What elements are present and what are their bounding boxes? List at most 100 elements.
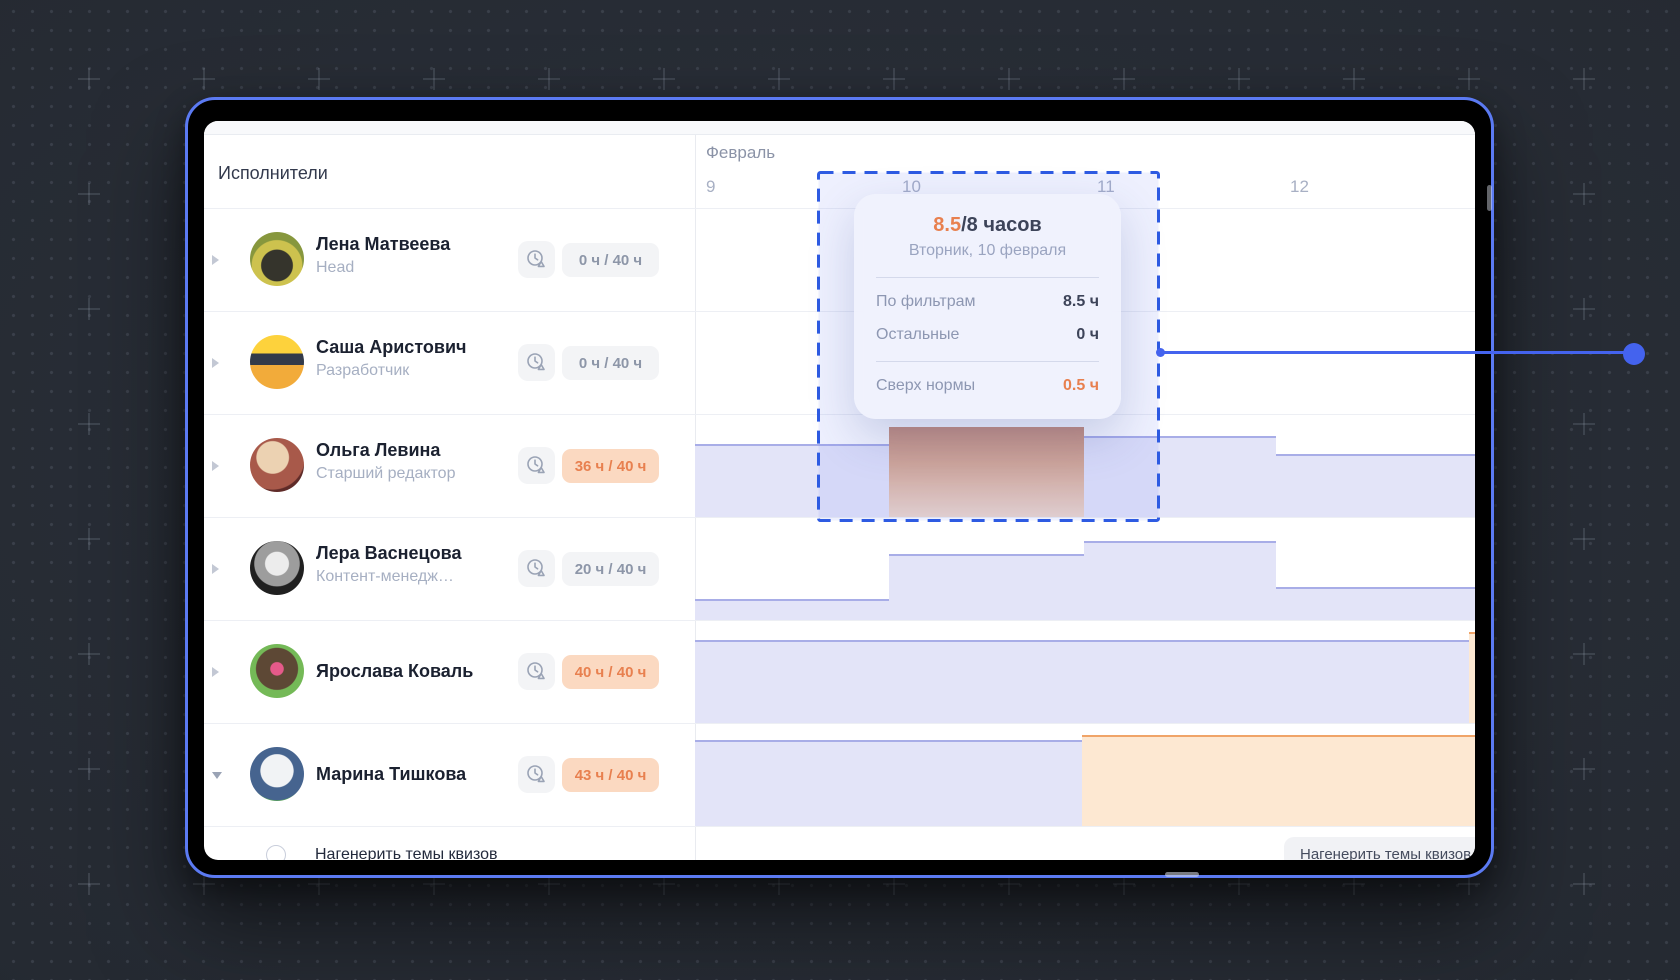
assignee-row-4[interactable]: Лера Васнецова Контент-менедж… 20 ч / 40 ч (204, 517, 695, 620)
tooltip-hours-title: 8.5/8 часов (876, 214, 1099, 237)
plus-mark (1113, 68, 1135, 90)
assignee-role: Старший редактор (316, 465, 456, 482)
avatar (250, 644, 304, 698)
chevron-right-icon[interactable] (212, 255, 219, 265)
timeline-month-label: Февраль (706, 143, 776, 162)
task-checkbox[interactable] (266, 845, 286, 860)
tooltip-date: Вторник, 10 февраля (908, 242, 1067, 259)
plus-mark (423, 68, 445, 90)
plus-mark (78, 758, 100, 780)
tooltip-others-label: Остальные (876, 326, 960, 343)
hours-badge: 36 ч / 40 ч (562, 449, 659, 483)
row-divider (204, 723, 1475, 724)
plus-mark (768, 68, 790, 90)
chevron-right-icon[interactable] (212, 461, 219, 471)
horizontal-scrollbar[interactable] (1165, 872, 1199, 877)
assignee-role: Head (316, 259, 355, 276)
workload-tooltip: 8.5/8 часов Вторник, 10 февраля По фильт… (854, 194, 1121, 419)
avatar (250, 747, 304, 801)
workload-bar-segment[interactable] (1084, 541, 1276, 620)
clock-alert-icon (518, 447, 555, 484)
workload-bar-segment[interactable] (889, 427, 1084, 517)
workload-bar-segment[interactable] (695, 444, 889, 517)
plus-mark (653, 68, 675, 90)
tooltip-overtime-label: Сверх нормы (876, 377, 976, 394)
chevron-right-icon[interactable] (212, 564, 219, 574)
workload-bar-segment[interactable] (695, 640, 1475, 723)
assignee-name: Лена Матвеева (316, 234, 451, 254)
workload-bar-segment[interactable] (1084, 436, 1276, 517)
clock-alert-icon (518, 241, 555, 278)
annotation-anchor-dot (1156, 348, 1165, 357)
plus-mark (1573, 643, 1595, 665)
assignee-name: Лера Васнецова (316, 543, 462, 563)
avatar (250, 541, 304, 595)
task-title[interactable]: Нагенерить темы квизов (315, 846, 498, 860)
plus-mark (1458, 68, 1480, 90)
plus-mark (1573, 183, 1595, 205)
tooltip-hours-value: 8.5 (933, 214, 962, 236)
hours-badge: 0 ч / 40 ч (562, 243, 659, 277)
annotation-connector-line (1160, 351, 1634, 354)
plus-mark (1573, 413, 1595, 435)
tooltip-overtime-value: 0.5 ч (1063, 377, 1099, 394)
assignee-role: Разработчик (316, 362, 410, 379)
assignee-row-1[interactable]: Лена Матвеева Head 0 ч / 40 ч (204, 208, 695, 311)
app-window: Исполнители Февраль 9 10 11 12 Лена Матвеев… (185, 97, 1494, 878)
tooltip-row-filtered: По фильтрам 8.5 ч (876, 293, 1099, 311)
assignee-name: Ольга Левина (316, 440, 441, 460)
chevron-right-icon[interactable] (212, 667, 219, 677)
workload-bar-segment[interactable] (1276, 454, 1475, 517)
day-label-12: 12 (1290, 177, 1309, 196)
assignee-row-3[interactable]: Ольга Левина Старший редактор 36 ч / 40 ч (204, 414, 695, 517)
plus-mark (78, 298, 100, 320)
plus-mark (1343, 68, 1365, 90)
clock-alert-icon (518, 550, 555, 587)
tooltip-divider (876, 277, 1099, 278)
panel-divider (695, 135, 696, 860)
generate-topics-button[interactable]: Нагенерить темы квизов (1284, 837, 1475, 860)
workload-bar-segment[interactable] (1276, 587, 1475, 620)
assignee-name: Марина Тишкова (316, 764, 467, 784)
plus-mark (193, 68, 215, 90)
hours-badge: 20 ч / 40 ч (562, 552, 659, 586)
assignee-row-6[interactable]: Марина Тишкова 43 ч / 40 ч (204, 723, 695, 826)
annotation-endpoint-dot[interactable] (1623, 343, 1645, 365)
tooltip-row-others: Остальные 0 ч (876, 326, 1099, 344)
assignee-role: Контент-менедж… (316, 568, 454, 585)
plus-mark (1228, 68, 1250, 90)
plus-mark (1573, 68, 1595, 90)
assignee-name: Саша Аристович (316, 337, 467, 357)
chevron-right-icon[interactable] (212, 358, 219, 368)
workload-bar-segment[interactable] (889, 554, 1084, 620)
row-divider (204, 826, 1475, 827)
window-top-strip (204, 121, 1475, 135)
tooltip-row-overtime: Сверх нормы 0.5 ч (876, 377, 1099, 395)
plus-mark (78, 183, 100, 205)
day-label-9: 9 (706, 177, 716, 196)
plus-mark (1573, 873, 1595, 895)
plus-mark (1573, 298, 1595, 320)
hours-badge: 0 ч / 40 ч (562, 346, 659, 380)
tooltip-others-value: 0 ч (1076, 326, 1099, 343)
workload-bar-segment[interactable] (695, 740, 1082, 826)
plus-mark (883, 68, 905, 90)
chevron-down-icon[interactable] (212, 772, 222, 779)
assignee-row-2[interactable]: Саша Аристович Разработчик 0 ч / 40 ч (204, 311, 695, 414)
workload-planner-app: Исполнители Февраль 9 10 11 12 Лена Матвеев… (204, 121, 1475, 860)
vertical-scrollbar[interactable] (1487, 185, 1492, 211)
workload-bar-segment[interactable] (1469, 632, 1475, 723)
workload-bar-segment[interactable] (695, 599, 889, 620)
clock-alert-icon (518, 756, 555, 793)
hours-badge: 40 ч / 40 ч (562, 655, 659, 689)
plus-mark (78, 873, 100, 895)
workload-bar-segment[interactable] (1082, 735, 1475, 826)
row-divider (204, 620, 1475, 621)
plus-mark (78, 643, 100, 665)
clock-alert-icon (518, 653, 555, 690)
assignee-row-5[interactable]: Ярослава Коваль 40 ч / 40 ч (204, 620, 695, 723)
tooltip-filtered-label: По фильтрам (876, 293, 976, 310)
clock-alert-icon (518, 344, 555, 381)
assignee-name: Ярослава Коваль (316, 661, 474, 681)
